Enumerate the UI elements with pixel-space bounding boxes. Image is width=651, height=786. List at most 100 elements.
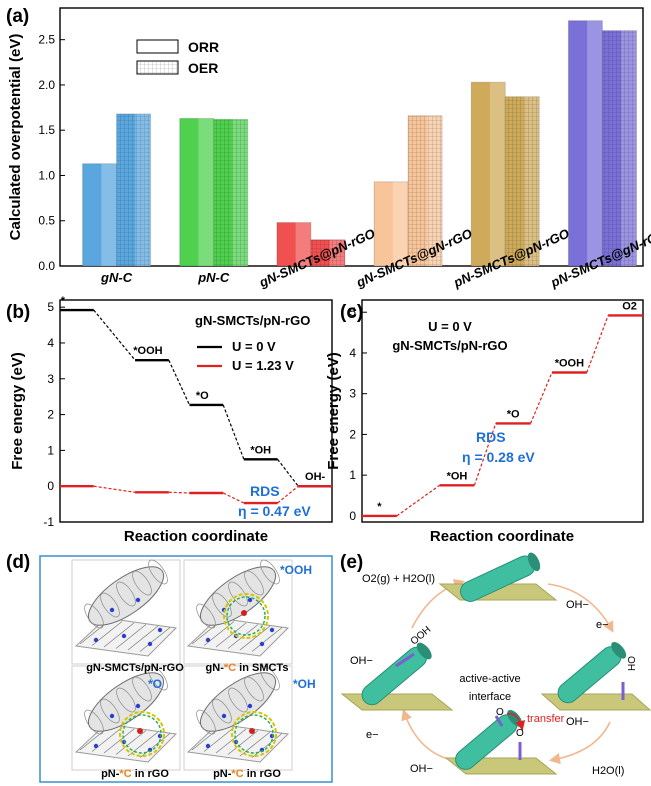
d-nanotube	[88, 672, 164, 732]
d-caption-3-post: in rGO	[132, 768, 170, 780]
d-tube-ring	[132, 676, 152, 702]
d-n-atom	[147, 641, 153, 647]
e-o2-h2o: O2(g) + H2O(l)	[362, 573, 435, 585]
d-tube-ring	[196, 603, 216, 629]
panel-c-eta: η = 0.28 eV	[462, 449, 535, 465]
e-transfer: transfer	[527, 713, 565, 725]
d-active-circle-inner	[122, 714, 162, 754]
legend-u123-label: U = 1.23 V	[232, 358, 294, 373]
panel-b-ylabel: Free energy (eV)	[9, 352, 26, 470]
d-tube-ring	[212, 592, 232, 618]
connector-0-2	[168, 359, 191, 406]
e-oh-top: OH−	[566, 599, 589, 611]
d-caption-1: gN-SMCTs/pN-rGO	[86, 662, 184, 674]
d-tag-ooh: *OOH	[280, 563, 312, 577]
d-active-circle-inner	[226, 596, 266, 636]
d-sheet-line	[227, 624, 259, 649]
panel-b-label: (b)	[6, 302, 30, 323]
bar-orr-0	[82, 163, 118, 267]
species-label: *	[377, 501, 382, 513]
panel-b-lines: * *OOH *O *OH OH-	[60, 295, 332, 505]
d-n-atom	[121, 633, 127, 639]
connector-0-4	[586, 315, 609, 373]
bar-grid-overlay	[116, 113, 151, 266]
arrow-bottom-left	[401, 708, 453, 761]
d-active-circle-outer	[223, 593, 269, 639]
panel-a: (a) 0.0 0.5 1.0 1.5 2.0 2.5 Calculated overpo…	[6, 6, 651, 291]
panel-a-y-axis: 0.0 0.5 1.0 1.5 2.0 2.5	[38, 33, 65, 273]
connector-0-1	[396, 484, 440, 517]
e-ooh-bond	[395, 652, 415, 668]
connector-1-2	[168, 491, 190, 494]
d-tube-ring	[196, 709, 216, 735]
d-tube-ring	[244, 676, 264, 702]
d-tube-ring	[116, 581, 136, 607]
d-tag-oh: *OH	[293, 677, 316, 691]
panel-b-eta: η = 0.47 eV	[238, 503, 311, 519]
e-oh-group: OH	[625, 656, 636, 671]
connector-0-4	[277, 458, 299, 487]
bar-grid-overlay	[408, 115, 443, 266]
d-n-atom	[259, 641, 265, 647]
d-tube-ring	[84, 603, 104, 629]
d-caption-4-c: *C	[231, 768, 243, 780]
e-o-bond-1	[494, 715, 504, 727]
a-ytick-label: 1.5	[38, 123, 55, 137]
panel-c-lines: * *OH *O *OOH O2	[362, 300, 643, 518]
a-ytick-label: 0.5	[38, 214, 55, 228]
ytick-label: 4	[47, 336, 54, 350]
d-tube-ring	[148, 665, 168, 691]
d-adsorbate	[137, 728, 143, 734]
panel-b-title: gN-SMCTs/pN-rGO	[195, 313, 310, 328]
bar-highlight	[489, 82, 506, 266]
d-n-atom	[205, 637, 211, 643]
d-active-circle-inner	[234, 714, 274, 754]
d-sheet-line	[115, 624, 147, 649]
e-o-2: O	[516, 728, 524, 739]
panel-c-subtitle: gN-SMCTs/pN-rGO	[392, 338, 507, 353]
d-n-atom	[93, 637, 99, 643]
e-tube-right	[557, 641, 627, 704]
panel-b-rds: RDS	[250, 483, 280, 499]
transfer-arrow	[506, 713, 526, 731]
d-caption-3: pN-*C in rGO	[101, 768, 169, 780]
panel-a-ylabel: Calculated overpotential (eV)	[7, 34, 24, 241]
bar-orr-4	[470, 81, 506, 267]
legend-orr-swatch	[136, 39, 179, 54]
bar-highlight	[392, 181, 409, 266]
a-ytick-label: 2.5	[38, 33, 55, 47]
ytick-label: 5	[47, 300, 54, 314]
panel-a-bars	[82, 20, 637, 267]
d-caption-2: gN-*C in SMCTs	[206, 662, 289, 674]
species-label: *O	[507, 408, 520, 420]
panel-b-frame	[59, 299, 333, 523]
bar-orr-5	[567, 20, 603, 267]
d-sheet-line	[127, 625, 159, 651]
panel-d-cells	[71, 559, 293, 771]
d-sheet-line	[103, 728, 135, 754]
bar-highlight	[101, 163, 117, 266]
d-tube-ring	[100, 698, 120, 724]
d-tube-ring	[212, 698, 232, 724]
d-n-atom	[247, 703, 253, 709]
d-tube-ring	[228, 581, 248, 607]
d-tube-ring	[260, 665, 280, 691]
legend-orr-label: ORR	[188, 39, 219, 55]
d-caption-4-post: in rGO	[244, 768, 282, 780]
ytick-label: 0	[47, 479, 54, 493]
species-label: OH-	[305, 471, 326, 483]
d-caption-2-c: *C	[224, 662, 236, 674]
e-oh-bottom-right: OH−	[566, 716, 589, 728]
connector-0-1	[93, 309, 136, 361]
connector-1-4	[277, 485, 299, 504]
d-n-atom	[269, 627, 275, 633]
d-sheet-line	[139, 627, 171, 652]
d-caption-3-pre: pN-	[101, 768, 120, 780]
a-xtick-label: pN-C	[197, 270, 230, 285]
e-sheet-right	[540, 693, 651, 711]
d-n-atom	[109, 713, 115, 719]
d-tube-ring	[84, 709, 104, 735]
ytick-label: -1	[43, 515, 54, 529]
panel-e: (e)	[340, 552, 651, 777]
d-sheet-line	[103, 622, 135, 648]
